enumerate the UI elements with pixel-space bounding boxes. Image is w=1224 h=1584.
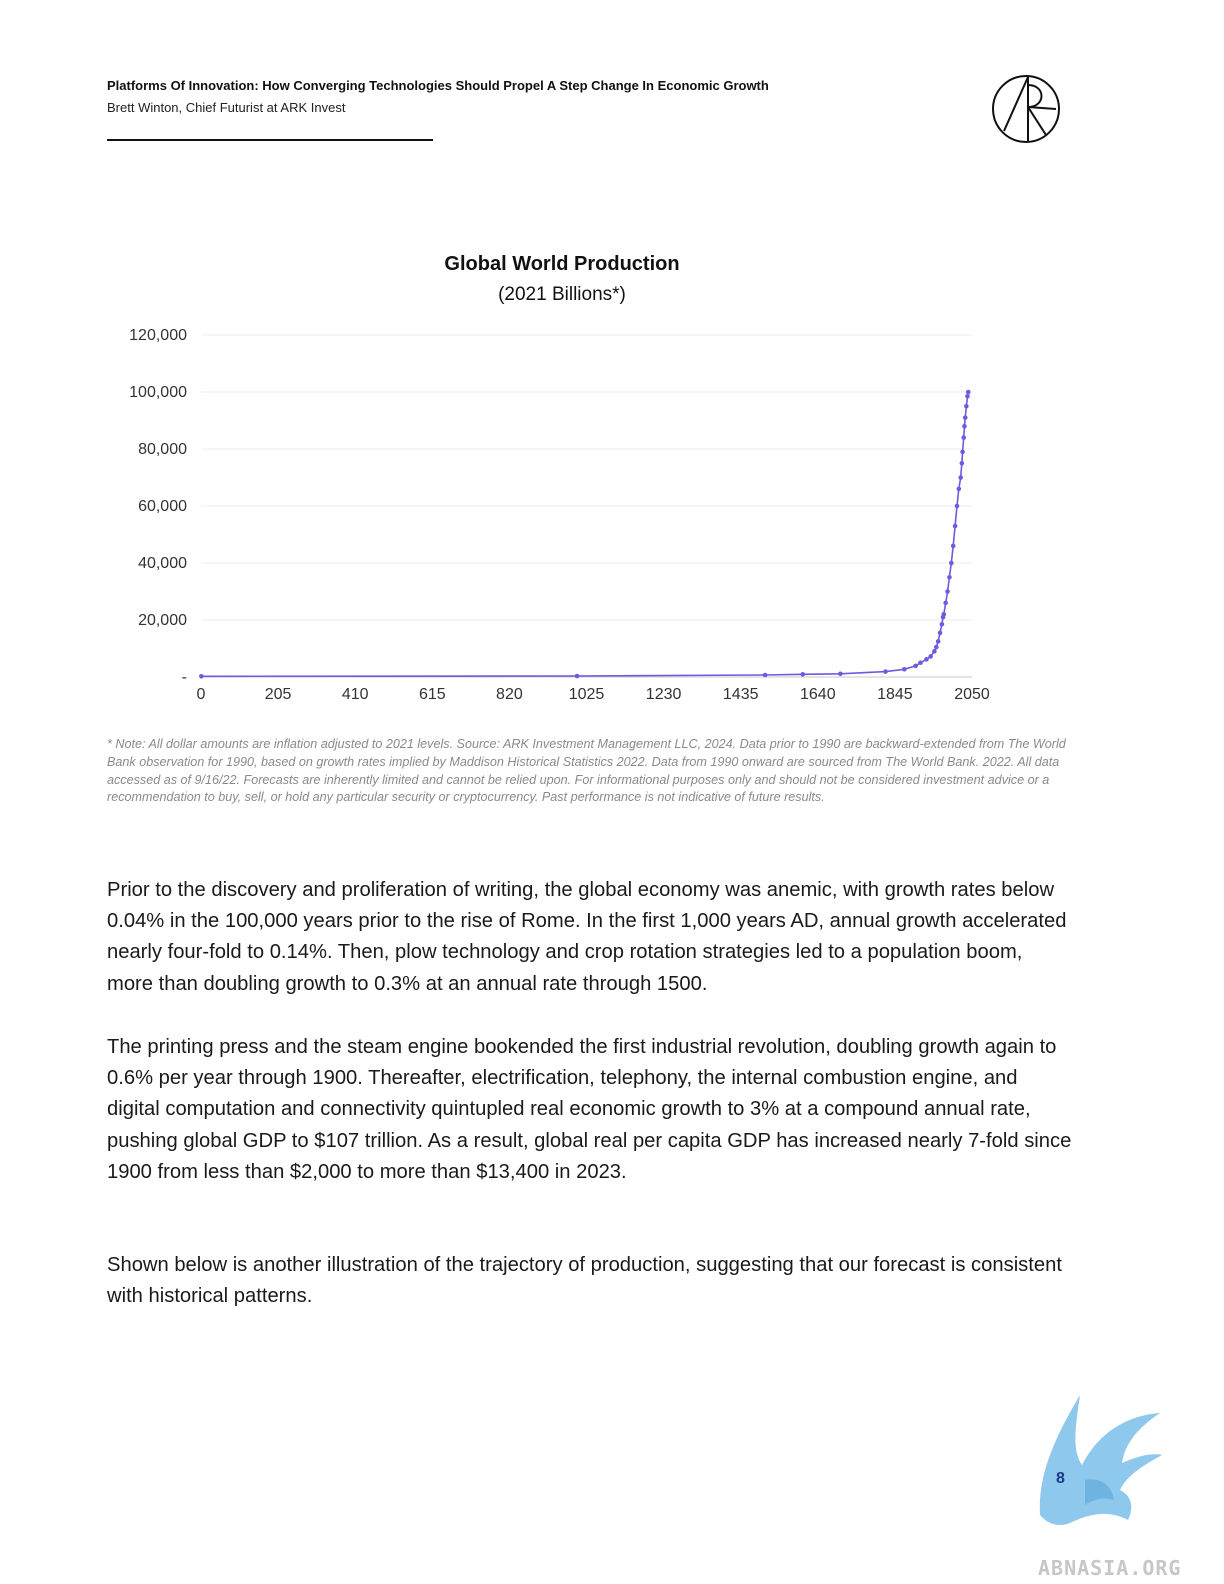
data-point <box>762 672 768 678</box>
data-point <box>959 460 965 466</box>
x-tick-label: 615 <box>419 686 446 703</box>
data-point <box>800 672 806 677</box>
data-point <box>958 475 964 480</box>
data-point <box>947 574 952 580</box>
chart-note: * Note: All dollar amounts are inflation… <box>107 737 1066 805</box>
data-point <box>933 644 939 650</box>
data-point <box>939 621 945 627</box>
data-point <box>932 649 937 654</box>
x-tick-label: 820 <box>496 686 523 703</box>
data-point <box>962 423 967 429</box>
series-line <box>201 391 969 678</box>
chart-grid <box>201 334 972 678</box>
data-point <box>574 673 580 679</box>
data-point <box>941 612 947 617</box>
y-tick-label: 100,000 <box>129 384 187 401</box>
data-point <box>952 523 958 529</box>
ark-logo-icon <box>992 75 1060 143</box>
data-point <box>883 669 888 674</box>
data-point <box>964 403 969 409</box>
x-tick-label: 1640 <box>800 686 836 703</box>
watermark: ABNASIA.ORG <box>1038 1556 1182 1580</box>
data-point <box>935 639 941 644</box>
data-point <box>924 657 929 662</box>
world-production-chart: Global World Production (2021 Billions*)… <box>129 253 990 703</box>
chart-title: Global World Production <box>444 253 679 275</box>
data-point <box>954 503 960 509</box>
y-tick-label: 120,000 <box>129 327 187 344</box>
y-tick-label: - <box>182 669 187 686</box>
data-point <box>962 415 968 420</box>
data-point <box>950 543 956 549</box>
data-point <box>960 449 965 455</box>
production-series <box>199 389 971 679</box>
y-tick-label: 40,000 <box>138 555 187 572</box>
y-tick-label: 60,000 <box>138 498 187 515</box>
data-point <box>913 663 918 669</box>
x-tick-label: 1845 <box>877 686 913 703</box>
x-tick-label: 2050 <box>954 686 990 703</box>
doc-author: Brett Winton, Chief Futurist at ARK Inve… <box>107 100 346 115</box>
x-tick-label: 1230 <box>646 686 682 703</box>
x-tick-label: 0 <box>197 686 206 703</box>
doc-title: Platforms Of Innovation: How Converging … <box>107 78 769 93</box>
x-tick-label: 1435 <box>723 686 759 703</box>
data-point <box>965 389 971 395</box>
griffin-mascot-icon <box>1039 1395 1162 1525</box>
x-tick-label: 1025 <box>569 686 605 703</box>
data-point <box>838 671 843 677</box>
header-rule <box>107 139 433 141</box>
chart-subtitle: (2021 Billions*) <box>498 284 626 305</box>
data-point <box>961 435 967 440</box>
body-paragraph-3: Shown below is another illustration of t… <box>107 1254 1062 1308</box>
x-tick-label: 205 <box>265 686 292 703</box>
data-point <box>965 393 970 399</box>
y-axis-ticks: - 20,000 40,000 60,000 80,000 100,000 120,000 <box>129 327 187 686</box>
data-point <box>943 600 948 606</box>
data-point <box>199 673 204 679</box>
y-tick-label: 20,000 <box>138 612 187 629</box>
data-point <box>928 654 933 659</box>
data-point <box>918 660 923 666</box>
body-paragraph-1: Prior to the discovery and proliferation… <box>107 879 1067 995</box>
data-point <box>956 486 962 492</box>
page-number: 8 <box>1056 1470 1065 1487</box>
data-point <box>937 630 943 636</box>
y-tick-label: 80,000 <box>138 441 187 458</box>
data-point <box>902 667 907 672</box>
data-point <box>949 560 954 566</box>
x-axis-ticks: 0 205 410 615 820 1025 1230 1435 1640 1845 2050 <box>197 686 990 703</box>
x-tick-label: 410 <box>342 686 369 703</box>
body-paragraph-2: The printing press and the steam engine … <box>107 1036 1072 1183</box>
data-point <box>945 589 950 594</box>
